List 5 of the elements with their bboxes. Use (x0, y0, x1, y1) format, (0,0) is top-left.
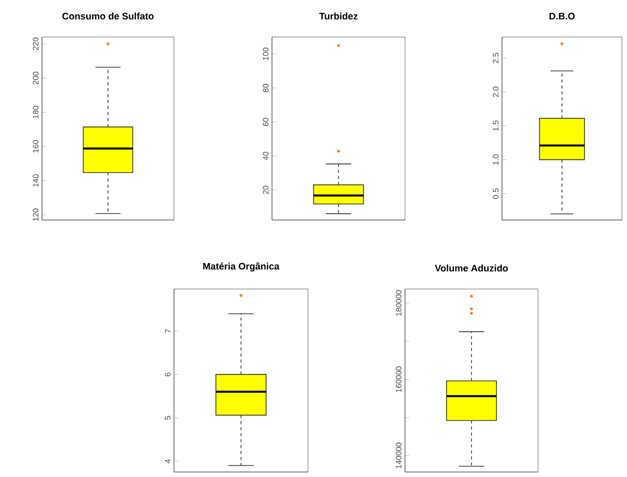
chart-title: Volume Aduzido (434, 264, 508, 272)
chart-title: Consumo de Sulfato (62, 12, 154, 20)
chart-title: D.B.O (550, 12, 575, 20)
chart-title: Turbidez (319, 12, 358, 20)
chart-title: Matéria Orgânica (203, 262, 280, 272)
